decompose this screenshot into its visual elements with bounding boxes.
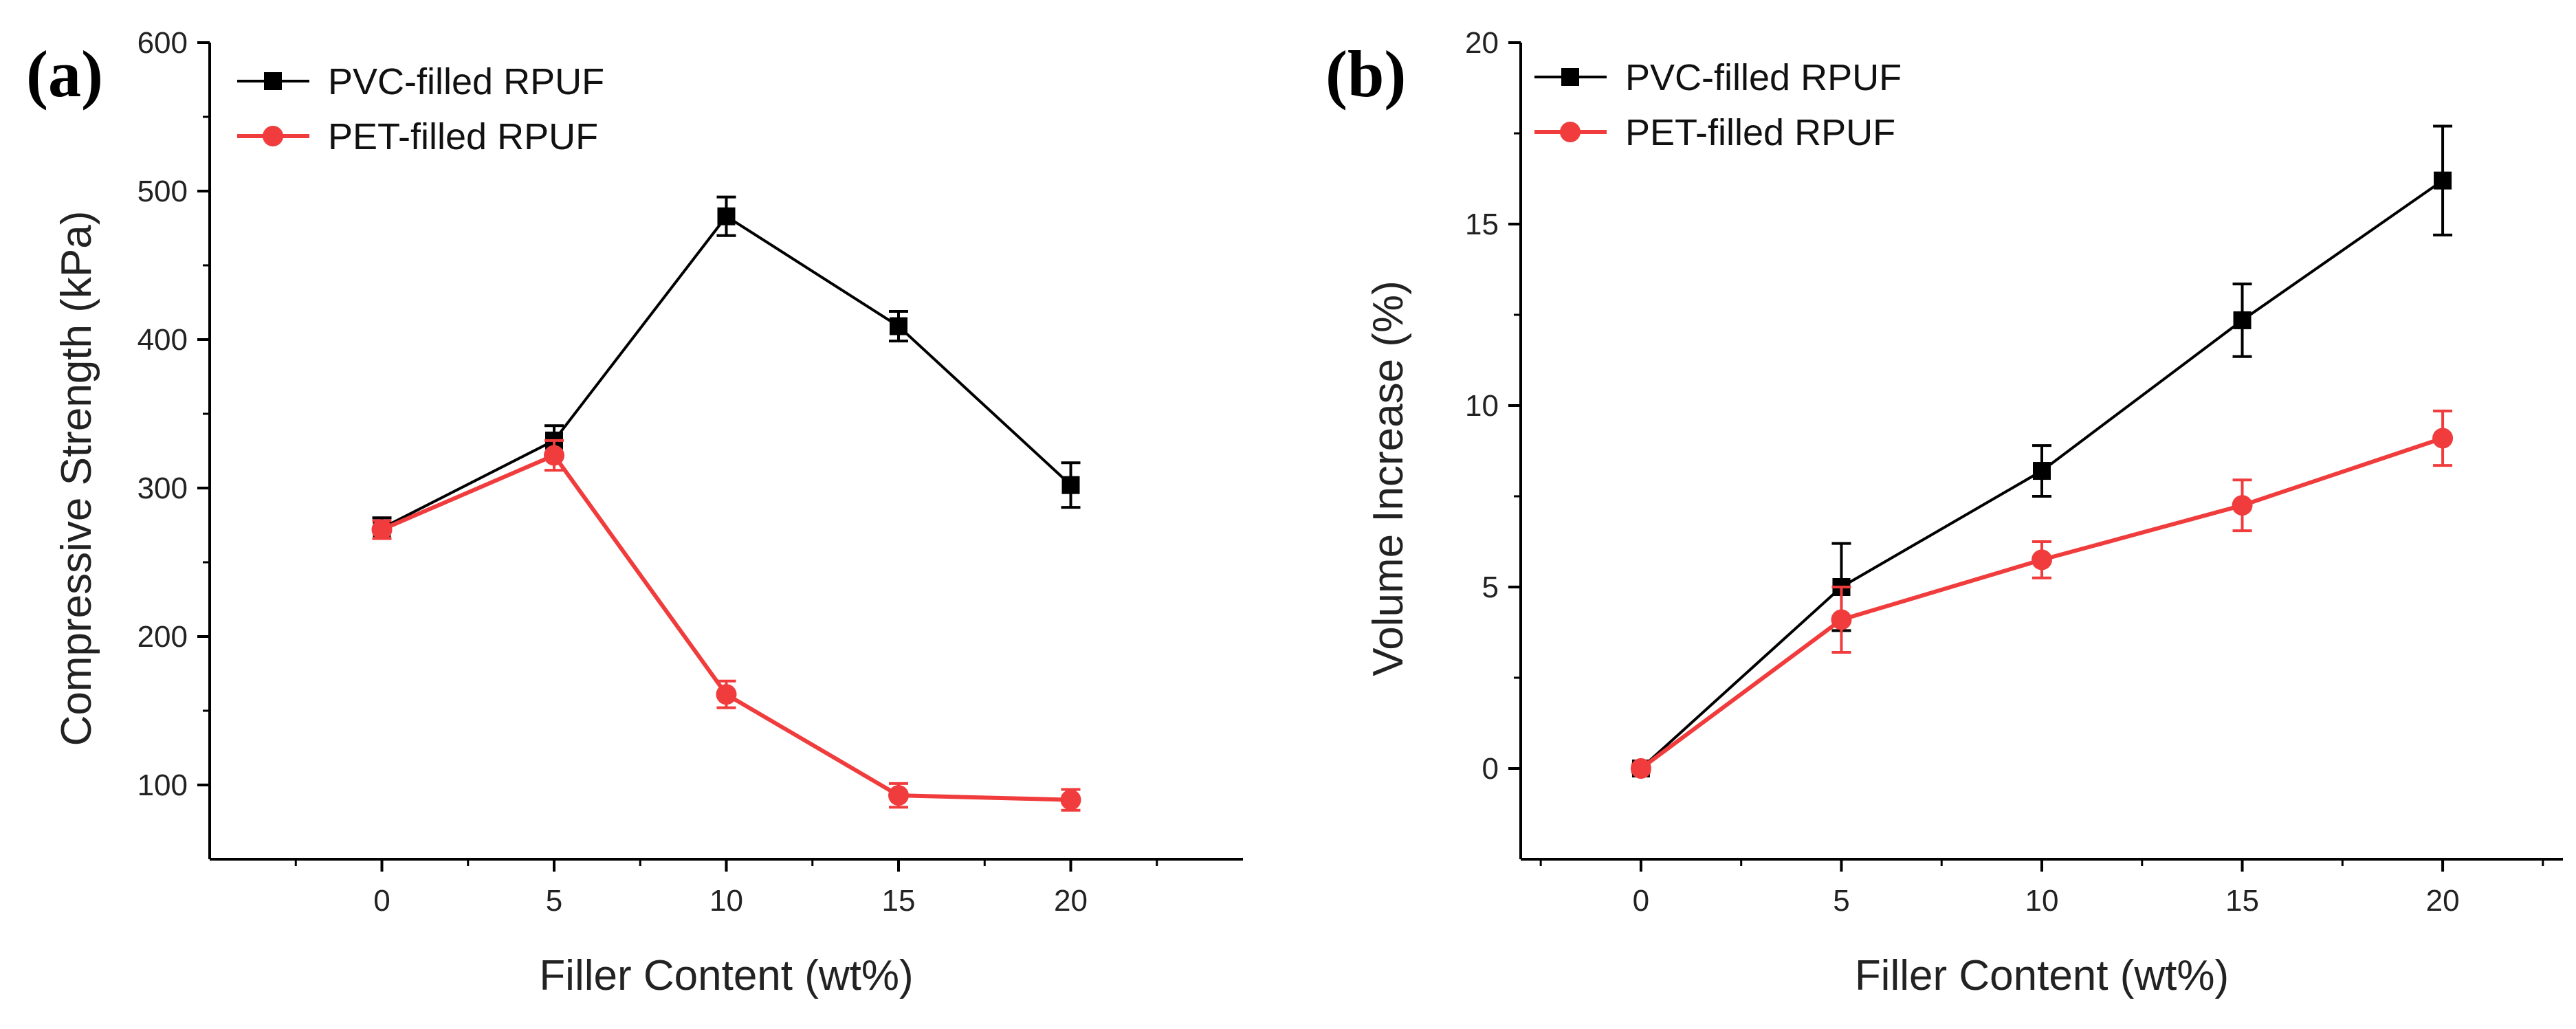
- x-tick-label: 5: [1833, 884, 1849, 918]
- legend-marker: [264, 72, 282, 90]
- series-pet: [1630, 409, 2454, 779]
- data-point: [2232, 495, 2253, 516]
- data-point: [1630, 758, 1651, 779]
- y-axis-title: Volume Increase (%): [1365, 280, 1412, 676]
- y-tick-label: 300: [137, 472, 188, 505]
- legend-label: PET-filled RPUF: [1625, 112, 1895, 153]
- x-tick-label: 20: [2426, 884, 2460, 918]
- y-tick-label: 5: [1482, 571, 1499, 604]
- legend: PVC-filled RPUF PET-filled RPUF: [1534, 57, 1902, 153]
- x-tick-label: 5: [546, 884, 562, 918]
- legend-marker: [1560, 122, 1581, 142]
- legend-label: PVC-filled RPUF: [328, 61, 604, 102]
- x-tick-label: 10: [709, 884, 743, 918]
- chart-panel-b: 0 5 10 15 20 0 5 10 15 20 Filler Content (wt%) Volu…: [1325, 26, 2563, 999]
- data-point: [716, 684, 737, 705]
- data-point: [2432, 428, 2454, 449]
- legend-label: PET-filled RPUF: [328, 116, 598, 157]
- data-point: [888, 785, 909, 806]
- y-axis-title: Compressive Strength (kPa): [53, 211, 100, 746]
- data-point: [1831, 609, 1852, 630]
- y-tick-label: 20: [1465, 26, 1499, 60]
- x-axis-title: Filler Content (wt%): [1855, 952, 2229, 999]
- data-point: [2434, 171, 2452, 190]
- legend-label: PVC-filled RPUF: [1625, 57, 1902, 98]
- data-point: [717, 207, 736, 225]
- data-point: [2233, 311, 2252, 329]
- y-tick-label: 400: [137, 323, 188, 357]
- legend: PVC-filled RPUF PET-filled RPUF: [237, 61, 604, 157]
- x-tick-label: 10: [2025, 884, 2059, 918]
- x-tick-label: 0: [373, 884, 390, 918]
- series-line: [381, 214, 1072, 530]
- y-tick-label: 0: [1482, 752, 1499, 786]
- data-point: [371, 519, 393, 540]
- x-tick-label: 15: [882, 884, 916, 918]
- y-tick-label: 100: [137, 768, 188, 802]
- legend-marker: [1561, 68, 1579, 86]
- legend-marker: [263, 126, 283, 146]
- y-tick-label: 500: [137, 175, 188, 208]
- y-tick-label: 600: [137, 26, 188, 60]
- x-tick-label: 20: [1054, 884, 1088, 918]
- data-point: [2032, 549, 2052, 571]
- chart-panel-a: 0 5 10 15 20 100 200 300 400 500 600 Filler Content…: [26, 26, 1243, 999]
- data-point: [1061, 476, 1080, 494]
- data-point: [544, 445, 564, 466]
- data-point: [1060, 789, 1081, 810]
- y-tick-label: 200: [137, 620, 188, 654]
- series-line: [381, 452, 1071, 802]
- panel-label: (a): [26, 37, 103, 111]
- series-pvc: [1631, 124, 2453, 777]
- data-point: [2033, 462, 2051, 480]
- y-tick-label: 10: [1465, 389, 1499, 423]
- y-tick-label: 15: [1465, 208, 1499, 241]
- series-pet: [371, 439, 1081, 812]
- panel-label: (b): [1325, 37, 1406, 111]
- x-tick-label: 0: [1633, 884, 1649, 918]
- x-axis-title: Filler Content (wt%): [539, 952, 913, 999]
- x-tick-label: 15: [2225, 884, 2259, 918]
- data-point: [890, 317, 907, 335]
